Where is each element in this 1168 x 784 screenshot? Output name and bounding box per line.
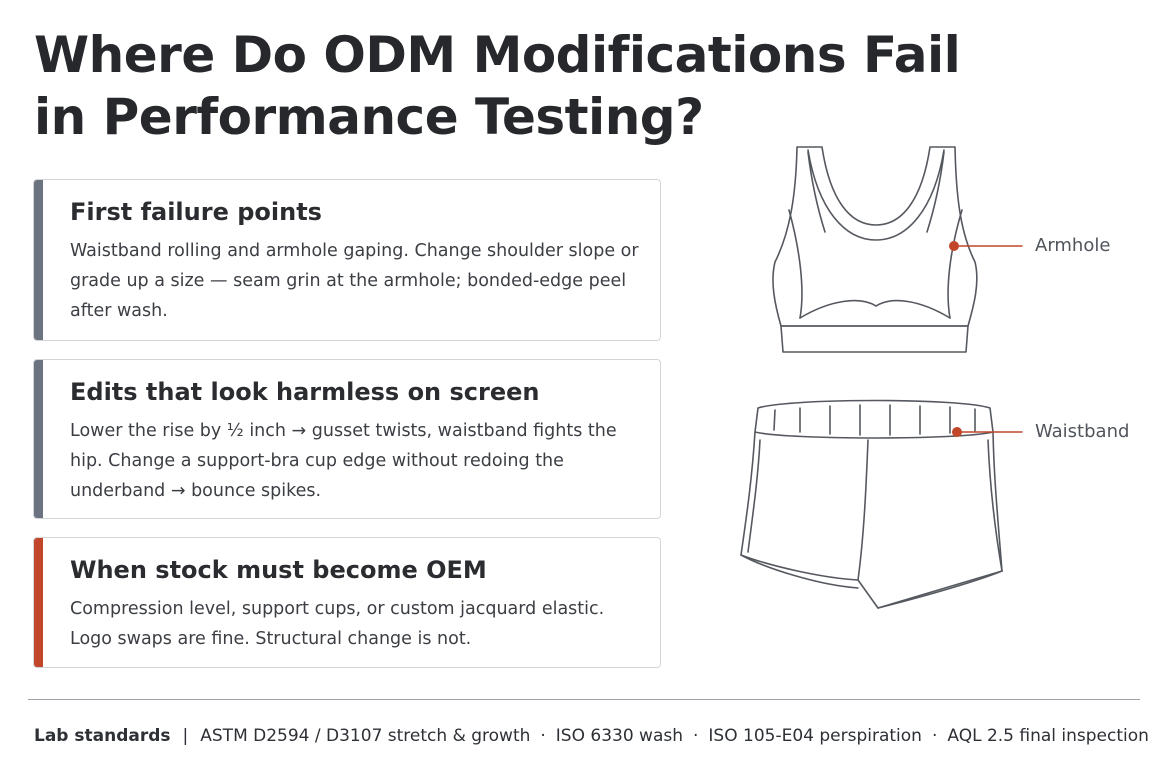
card-heading: First failure points (70, 198, 322, 226)
callout-waistband (952, 427, 1023, 437)
garment-illustration (740, 146, 1023, 609)
page-title-line-1: Where Do ODM Modifications Fail (34, 26, 961, 84)
card-harmless-edits: Edits that look harmless on screen Lower… (33, 359, 661, 519)
card-first-failure-points: First failure points Waistband rolling a… (33, 179, 661, 341)
card-accent-bar (34, 360, 43, 518)
armhole-marker (949, 241, 959, 251)
card-heading: Edits that look harmless on screen (70, 378, 540, 406)
footer-divider (28, 699, 1140, 700)
card-body: Compression level, support cups, or cust… (70, 599, 605, 649)
page-title: Where Do ODM Modifications Fail in Perfo… (34, 24, 961, 148)
card-accent-bar (34, 538, 43, 667)
footer-lab-standards: Lab standards | ASTM D2594 / D3107 stretch… (34, 724, 1149, 748)
callout-label-armhole: Armhole (1035, 235, 1111, 256)
footer-dot: · (931, 726, 938, 746)
footer-standard-item: ASTM D2594 / D3107 stretch & growth (200, 726, 531, 746)
card-body: Waistband rolling and armhole gaping. Ch… (70, 241, 639, 321)
footer-standard-item: ISO 6330 wash (555, 726, 684, 746)
footer-label: Lab standards (34, 726, 171, 746)
shorts-drawing (740, 399, 1003, 609)
footer-standard-item: AQL 2.5 final inspection (947, 726, 1149, 746)
card-body: Lower the rise by ½ inch → gusset twists… (70, 421, 617, 501)
sports-bra-drawing (772, 146, 978, 353)
card-stock-to-oem: When stock must become OEM Compression l… (33, 537, 661, 668)
card-accent-bar (34, 180, 43, 340)
callout-armhole (949, 241, 1023, 251)
callout-label-waistband: Waistband (1035, 421, 1130, 442)
waistband-marker (952, 427, 962, 437)
card-heading: When stock must become OEM (70, 556, 487, 584)
footer-dot: · (693, 726, 699, 746)
footer-dot: · (540, 726, 546, 746)
page-title-line-2: in Performance Testing? (34, 88, 704, 146)
footer-standard-item: ISO 105-E04 perspiration (708, 726, 922, 746)
footer-separator: | (182, 726, 189, 746)
